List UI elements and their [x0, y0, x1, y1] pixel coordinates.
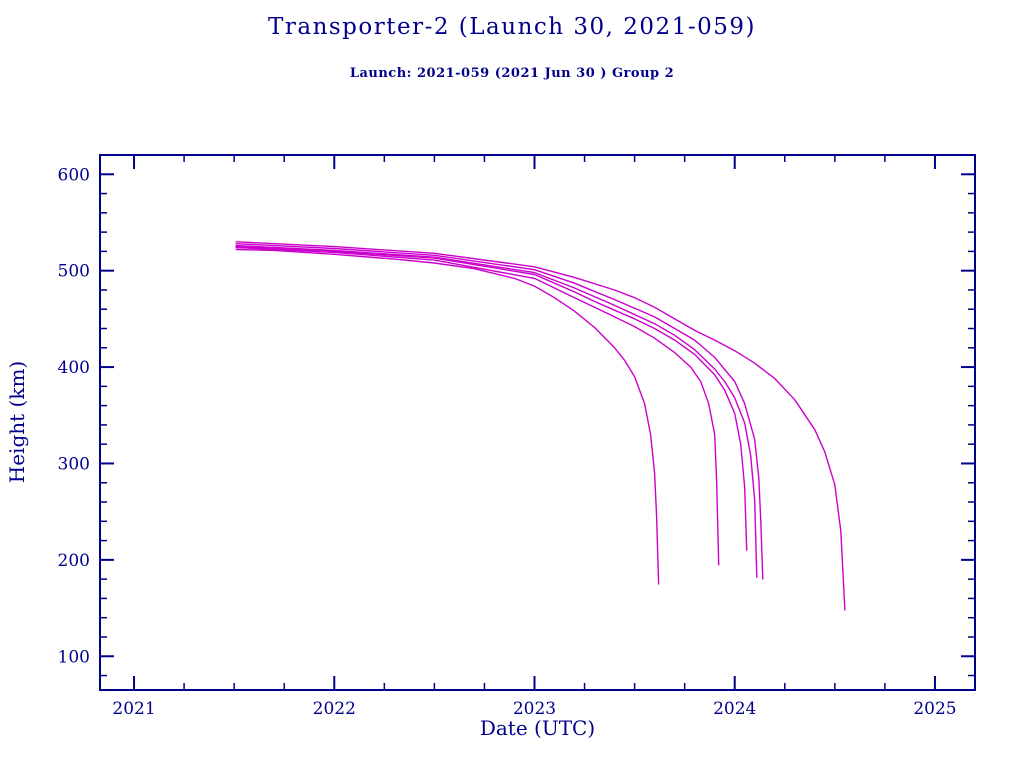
decay-curve-4: [235, 244, 758, 578]
x-axis-label: Date (UTC): [479, 716, 596, 740]
y-tick-label: 300: [58, 454, 90, 474]
decay-curve-5: [235, 242, 764, 580]
y-axis-label: Height (km): [5, 360, 29, 484]
decay-curve-6: [235, 241, 846, 611]
y-tick-label: 600: [58, 165, 90, 185]
decay-curve-1: [235, 248, 660, 585]
chart-subtitle: Launch: 2021-059 (2021 Jun 30 ) Group 2: [349, 66, 675, 81]
y-tick-label: 100: [58, 647, 90, 667]
x-tick-label: 2023: [513, 699, 556, 719]
decay-curve-3: [235, 245, 748, 551]
x-tick-label: 2025: [913, 699, 956, 719]
decay-curve-2: [235, 246, 720, 566]
plot-frame: [99, 154, 976, 691]
x-tick-label: 2022: [313, 699, 356, 719]
chart-title: Transporter-2 (Launch 30, 2021-059): [268, 14, 756, 40]
y-tick-label: 400: [58, 358, 90, 378]
x-tick-label: 2021: [112, 699, 155, 719]
x-tick-label: 2024: [713, 699, 756, 719]
y-tick-label: 500: [58, 262, 90, 282]
y-tick-label: 200: [58, 551, 90, 571]
